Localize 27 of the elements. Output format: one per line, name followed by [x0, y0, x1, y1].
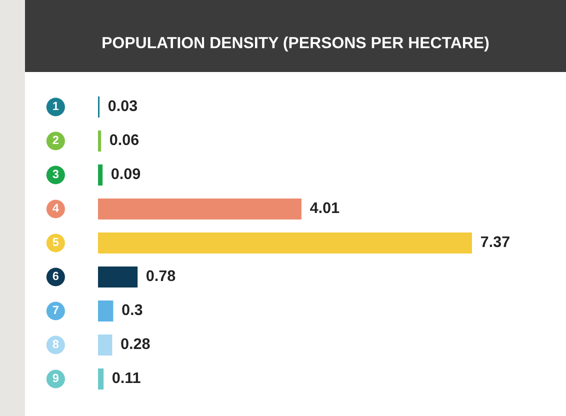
- bar: [98, 164, 103, 186]
- bar: [98, 368, 104, 390]
- chart-title: POPULATION DENSITY (PERSONS PER HECTARE): [102, 36, 489, 52]
- data-label: 0.3: [122, 304, 142, 316]
- y-tick-label: 9: [52, 374, 59, 382]
- bar: [98, 300, 114, 322]
- y-tick-label: 5: [52, 238, 59, 246]
- y-tick-label: 7: [52, 306, 58, 314]
- y-tick-label: 8: [52, 340, 59, 348]
- bar: [98, 130, 102, 152]
- y-tick-label: 6: [52, 272, 59, 280]
- data-label: 4.01: [310, 202, 340, 214]
- y-tick-label: 3: [52, 170, 59, 178]
- y-tick-label: 1: [53, 102, 59, 110]
- y-tick-label: 4: [52, 204, 59, 212]
- bar: [98, 198, 302, 220]
- data-label: 0.09: [112, 168, 140, 180]
- bar: [98, 266, 138, 288]
- data-label: 7.37: [480, 236, 510, 248]
- data-label: 0.06: [110, 134, 139, 146]
- data-label: 0.78: [146, 270, 176, 282]
- bar: [98, 334, 112, 356]
- data-label: 0.03: [108, 100, 138, 112]
- data-label: 0.28: [121, 338, 150, 350]
- bar: [98, 232, 472, 254]
- y-tick-label: 2: [52, 136, 58, 144]
- data-label: 0.11: [112, 372, 140, 384]
